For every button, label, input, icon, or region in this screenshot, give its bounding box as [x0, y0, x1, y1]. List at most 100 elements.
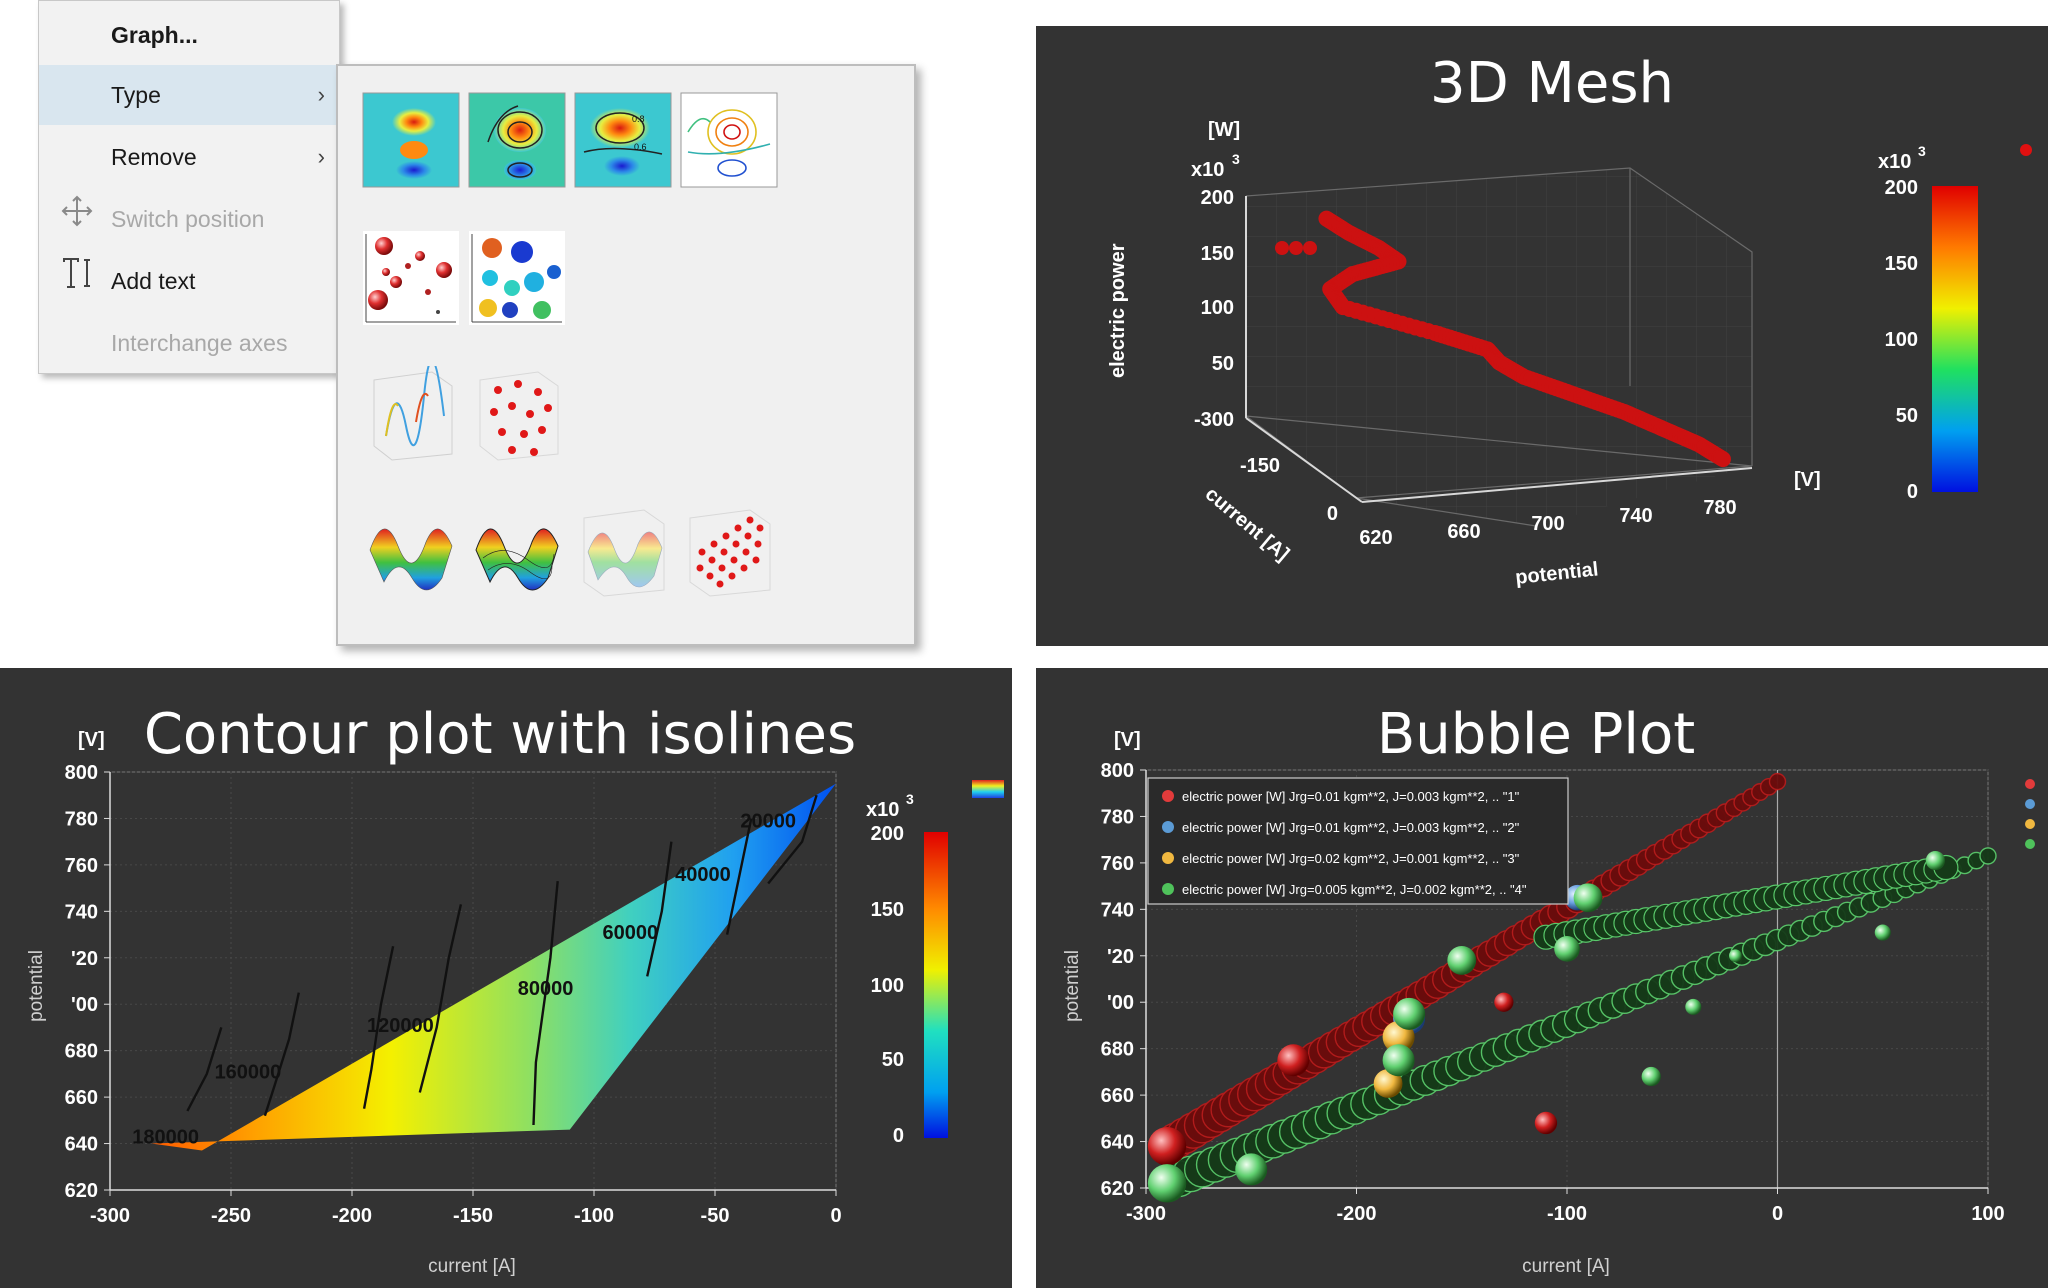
y-axis-unit: [V]: [78, 729, 105, 751]
x-tick-label: 0: [1772, 1203, 1783, 1225]
scatter-3d-icon[interactable]: [468, 366, 566, 462]
bubble-colored-icon[interactable]: [468, 230, 566, 326]
menu-item-remove[interactable]: Remove ›: [39, 127, 339, 187]
legend-entry: electric power [W] Jrg=0.005 kgm**2, J=0…: [1182, 882, 1527, 897]
x-axis-label: current [A]: [1522, 1256, 1610, 1277]
scatter-trajectory: [1275, 210, 1731, 468]
scatter-3d-dots-icon[interactable]: [680, 502, 778, 598]
isoline: [767, 794, 818, 885]
x-tick-label: -200: [1336, 1203, 1376, 1225]
menu-item-type[interactable]: Type ›: [39, 65, 339, 125]
trajectory-point: [1303, 241, 1317, 255]
bubble: [1685, 998, 1702, 1015]
z-axis-unit: [W]: [1208, 119, 1240, 141]
chart-type-submenu: 0.8 0.6: [336, 64, 916, 646]
legend-gradient-swatch[interactable]: [972, 780, 1004, 798]
bubble: [1235, 1153, 1268, 1186]
y-tick-label: 780: [1101, 806, 1134, 828]
svg-text:0.8: 0.8: [632, 114, 645, 124]
menu-item-interchange-axes-label: Interchange axes: [111, 330, 288, 356]
chart-3d-mesh-panel: 3D Mesh [W] x10 3 200 150 100 50 electri…: [1036, 26, 2048, 646]
x-tick-label: -100: [574, 1205, 614, 1227]
legend-box[interactable]: electric power [W] Jrg=0.01 kgm**2, J=0.…: [1147, 777, 1569, 905]
contour-plain-icon[interactable]: [362, 92, 460, 188]
z-tick-label: 200: [1201, 187, 1234, 209]
text-cursor-icon: [57, 251, 97, 311]
colorbar-tick: 150: [871, 899, 904, 921]
z-tick-label: 100: [1201, 297, 1234, 319]
legend-marker: [1162, 852, 1174, 864]
legend-frame: [1147, 777, 1569, 905]
legend-marker: [1162, 790, 1174, 802]
menu-item-add-text[interactable]: Add text: [39, 251, 339, 311]
colorbar-tick: 100: [871, 975, 904, 997]
isoline: [263, 992, 300, 1117]
colorbar-tick: 200: [1885, 177, 1918, 199]
isoline-label: 60000: [602, 922, 658, 944]
y-axis-label: potential: [1062, 950, 1083, 1022]
colorbar-multiplier: x10: [866, 799, 899, 821]
line-3d-icon[interactable]: [362, 359, 460, 462]
bubble: [1874, 924, 1891, 941]
bubble-tube-segment: [1979, 847, 1997, 865]
colorbar-tick: 150: [1885, 253, 1918, 275]
y-tick-label: -300: [1194, 409, 1234, 431]
colorbar-exponent: 3: [1918, 143, 1926, 159]
chart-bubble-panel: Bubble Plot 800 780 760 740 '20 '00 680 660 640 6…: [1036, 668, 2048, 1288]
contour-labeled-icon[interactable]: 0.8 0.6: [574, 92, 672, 188]
side-legend[interactable]: [2025, 779, 2035, 849]
colorbar-tick: 0: [1907, 481, 1918, 503]
contour-lines-icon[interactable]: [680, 92, 778, 188]
bubble-series: [1147, 772, 1997, 1203]
bubble: [1147, 1164, 1187, 1203]
bubble: [1494, 992, 1514, 1012]
y-tick-label: 620: [1101, 1178, 1134, 1200]
y-tick-label: 640: [65, 1134, 98, 1156]
x-axis-label: current [A]: [428, 1256, 516, 1277]
legend-marker: [1162, 883, 1174, 895]
menu-item-remove-label: Remove: [111, 144, 197, 170]
x-tick-label: -100: [1547, 1203, 1587, 1225]
x-tick-label: -150: [453, 1205, 493, 1227]
y-tick-label: 740: [65, 901, 98, 923]
y-axis-label: current [A]: [1201, 483, 1293, 566]
legend-entry: electric power [W] Jrg=0.02 kgm**2, J=0.…: [1182, 851, 1520, 866]
surface-3d-mesh-icon[interactable]: [468, 502, 566, 598]
legend-marker[interactable]: [2020, 144, 2032, 156]
y-tick-label: 740: [1101, 899, 1134, 921]
menu-item-graph-label: Graph...: [111, 22, 198, 48]
side-legend-marker: [2025, 799, 2035, 809]
isoline-label: 180000: [132, 1127, 199, 1149]
colorbar-tick: 100: [1885, 329, 1918, 351]
y-tick-label: 660: [1101, 1085, 1134, 1107]
menu-item-graph[interactable]: Graph...: [39, 5, 339, 65]
x-tick-label: 100: [1971, 1203, 2004, 1225]
contour-isolines-icon[interactable]: [468, 92, 566, 188]
surface-3d-light-icon[interactable]: [574, 502, 672, 598]
isoline-label: 80000: [518, 978, 574, 1000]
side-legend-marker: [2025, 779, 2035, 789]
x-tick-label: 660: [1447, 521, 1480, 543]
bubble: [1729, 949, 1742, 963]
plot-axes: 800 780 760 740 '20 '00 680 660 640 620 -300 -200 -1…: [1101, 760, 2005, 1225]
bubble: [1382, 1044, 1415, 1077]
chart-title: 3D Mesh: [1430, 51, 1674, 116]
colorbar-tick: 200: [871, 823, 904, 845]
trajectory-point: [1275, 241, 1289, 255]
bubble: [1554, 936, 1580, 962]
menu-item-type-label: Type: [111, 82, 161, 108]
z-tick-label: 150: [1201, 243, 1234, 265]
surface-3d-icon[interactable]: [362, 502, 460, 598]
y-tick-label: 620: [65, 1180, 98, 1202]
chart-contour-panel: Contour plot with isolines 800 780 760 740 '…: [0, 668, 1012, 1288]
legend-marker: [1162, 821, 1174, 833]
colorbar-tick: 0: [893, 1125, 904, 1147]
x-axis-label: potential: [1514, 558, 1599, 589]
y-tick-label: 800: [65, 762, 98, 784]
bubble: [1147, 1127, 1187, 1166]
bubble-plot-icon[interactable]: [362, 230, 460, 326]
x-tick-label: 740: [1619, 505, 1652, 527]
plot-axes: 800 780 760 740 '20 '00 680 660 640 620 -300 -250 -2…: [65, 762, 842, 1227]
z-axis-multiplier: x10: [1191, 159, 1224, 181]
isoline: [725, 818, 753, 935]
